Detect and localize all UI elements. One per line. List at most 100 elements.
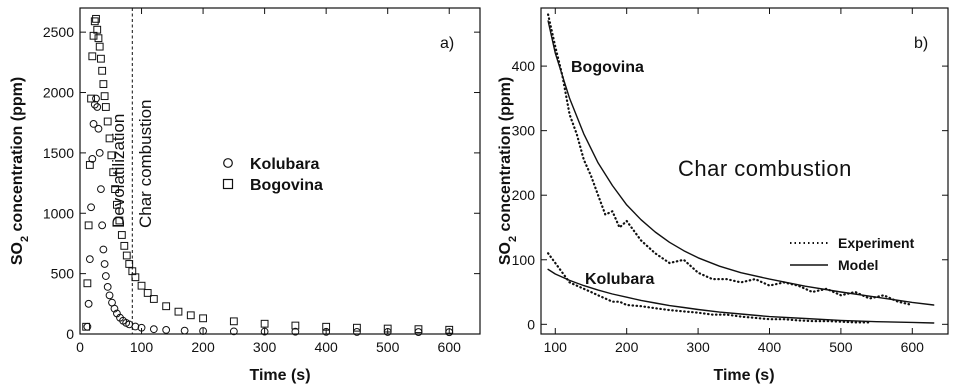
panel-a-y-axis-label: SO2 concentration (ppm) — [9, 77, 31, 265]
bogovina-point — [94, 34, 103, 43]
bogovina-point — [199, 314, 207, 323]
series-label-kolubara: Kolubara — [585, 271, 654, 288]
bogovina-point — [90, 17, 99, 26]
y-tick-label: 0 — [527, 316, 535, 332]
bogovina-point — [98, 66, 107, 75]
bogovina-point — [87, 94, 95, 103]
x-tick-label: 0 — [76, 339, 84, 355]
bogovina-point — [322, 322, 331, 331]
kolubara-point — [100, 260, 109, 268]
bogovina-point — [383, 324, 392, 333]
bogovina-point — [291, 321, 300, 330]
kolubara-point — [99, 245, 108, 254]
panel-b-x-ticks: 100 200 300 400 500 600 — [544, 8, 924, 355]
bogovina-experiment-line — [546, 13, 914, 307]
bogovina-point — [131, 273, 140, 282]
kolubara-point — [94, 124, 103, 133]
panel-b-frame — [540, 7, 949, 335]
legend-circle-icon — [223, 158, 233, 168]
bogovina-point — [109, 168, 118, 177]
panel-b: 100 200 300 400 500 600 0 100 200 300 400 b) Char… — [497, 7, 949, 384]
panel-b-tag: b) — [914, 35, 928, 52]
legend-label-bogovina: Bogovina — [250, 177, 323, 194]
kolubara-point — [85, 255, 94, 264]
kolubara-point — [98, 221, 107, 230]
kolubara-point — [199, 327, 207, 335]
y-tick-label: 2000 — [43, 85, 74, 101]
y-tick-label: 500 — [51, 266, 75, 282]
kolubara-point — [291, 327, 300, 336]
legend-label-experiment: Experiment — [838, 235, 915, 251]
bogovina-model-line — [547, 20, 935, 306]
x-tick-label: 600 — [438, 339, 462, 355]
bogovina-point — [105, 134, 114, 143]
y-tick-label: 0 — [66, 326, 74, 342]
bogovina-point — [113, 200, 121, 209]
kolubara-point — [95, 148, 104, 157]
panel-a-tag: a) — [440, 35, 454, 52]
kolubara-point — [92, 94, 100, 103]
kolubara-point — [180, 326, 189, 335]
bogovina-point — [100, 92, 109, 101]
bogovina-point — [92, 14, 100, 23]
panel-b-x-axis-label: Time (s) — [713, 367, 774, 384]
bogovina-point — [260, 319, 269, 328]
legend-label-kolubara: Kolubara — [250, 156, 319, 173]
y-tick-label: 100 — [512, 252, 536, 268]
bogovina-point — [174, 307, 183, 316]
bogovina-point — [120, 241, 129, 250]
bogovina-point — [97, 54, 105, 63]
panel-b-y-axis-label: SO2 concentration (ppm) — [497, 77, 519, 265]
bogovina-point — [111, 185, 119, 194]
bogovina-point — [445, 325, 454, 334]
char-combustion-phase-label: Char combustion — [136, 99, 155, 228]
kolubara-point — [93, 103, 102, 111]
kolubara-model-line — [547, 268, 935, 324]
kolubara-point — [260, 327, 269, 336]
devolatilization-label: Devolatilization — [109, 114, 128, 228]
legend-label-model: Model — [838, 257, 878, 273]
bogovina-point — [117, 231, 126, 239]
y-tick-label: 2500 — [43, 24, 74, 40]
kolubara-point — [353, 328, 361, 336]
series-label-bogovina: Bogovina — [571, 59, 644, 76]
bogovina-point — [125, 260, 134, 268]
kolubara-point — [103, 283, 112, 291]
y-tick-label: 1000 — [43, 205, 74, 221]
kolubara-point — [110, 304, 119, 313]
bogovina-point — [93, 25, 102, 34]
panel-a-x-axis-label: Time (s) — [249, 367, 310, 384]
bogovina-point — [137, 281, 146, 290]
kolubara-point — [131, 322, 140, 331]
char-combustion-annotation: Char combustion — [678, 156, 852, 181]
panel-a: 0 100 200 300 400 500 600 0 500 1000 1500 2000 2500… — [9, 7, 481, 384]
kolubara-point — [137, 323, 146, 332]
kolubara-point — [105, 291, 114, 300]
bogovina-point — [353, 323, 361, 332]
x-tick-label: 400 — [314, 339, 338, 355]
bogovina-point — [115, 216, 124, 225]
bogovina-point — [143, 289, 152, 297]
bogovina-point — [95, 42, 104, 51]
panel-b-lines — [546, 13, 935, 324]
bogovina-point — [103, 117, 112, 126]
bogovina-point — [84, 221, 93, 230]
x-tick-label: 300 — [686, 339, 710, 355]
kolubara-experiment-line — [546, 252, 871, 324]
x-tick-label: 500 — [829, 339, 853, 355]
bogovina-point — [162, 302, 171, 311]
bogovina-point — [82, 322, 91, 331]
bogovina-point — [99, 80, 108, 88]
bogovina-point — [88, 52, 97, 61]
bogovina-point — [122, 251, 131, 260]
panel-a-y-ticks: 0 500 1000 1500 2000 2500 — [43, 24, 480, 342]
x-tick-label: 300 — [253, 339, 277, 355]
kolubara-point — [87, 203, 95, 212]
kolubara-point — [84, 299, 93, 308]
kolubara-point — [162, 325, 171, 334]
y-tick-label: 400 — [512, 58, 536, 74]
x-tick-label: 400 — [758, 339, 782, 355]
kolubara-point — [229, 327, 238, 336]
panel-b-y-ticks: 0 100 200 300 400 — [512, 58, 948, 332]
